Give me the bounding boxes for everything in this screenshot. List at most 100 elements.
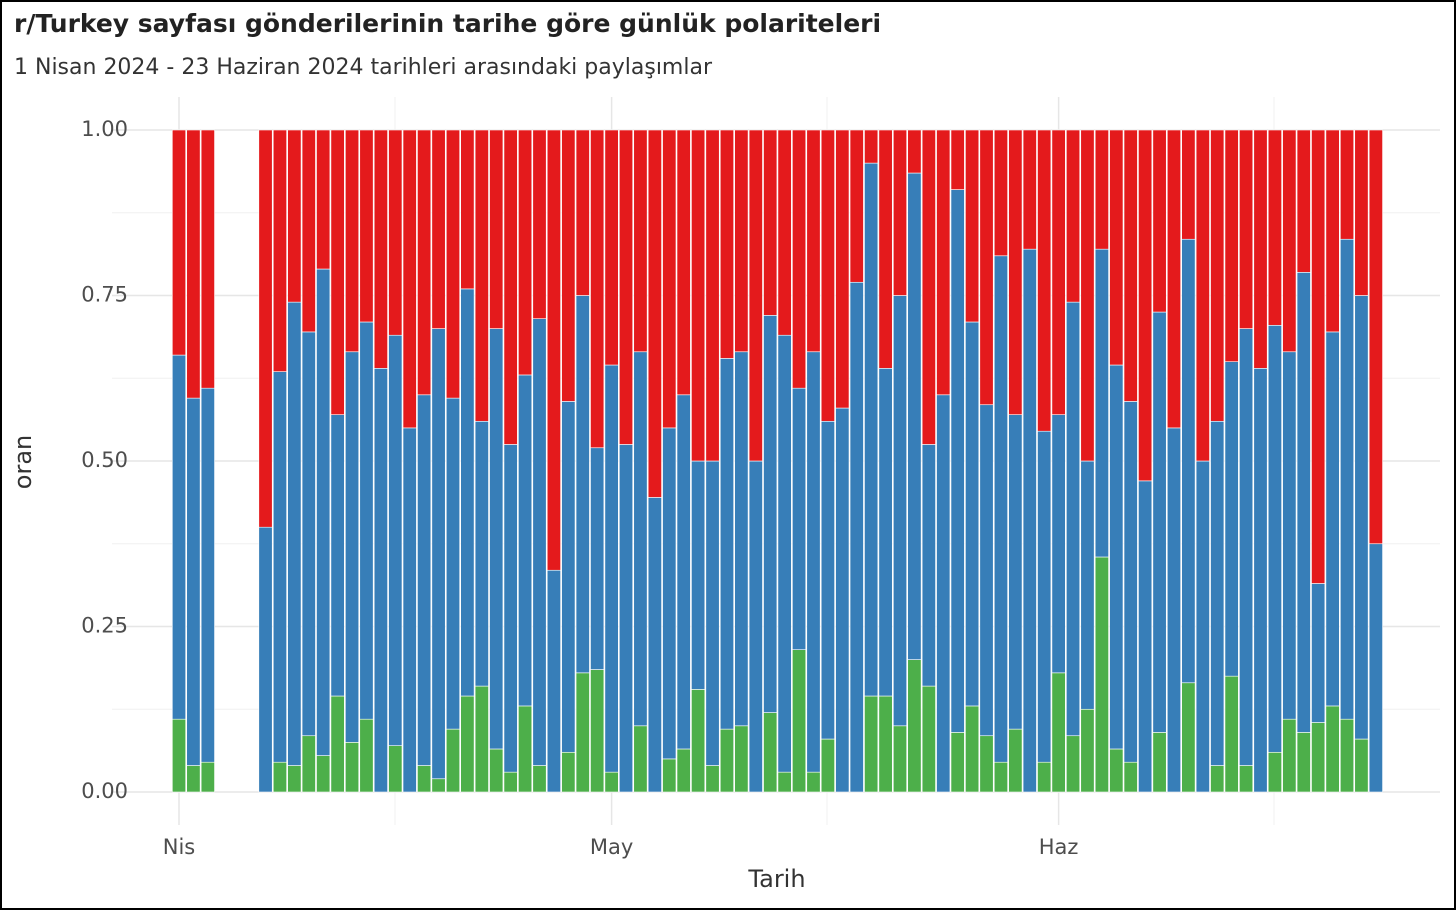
bar-segment [676, 748, 691, 793]
bar-segment [1354, 738, 1369, 793]
bar-segment [388, 129, 403, 336]
bar-segment [1037, 430, 1052, 763]
bar-segment [445, 728, 460, 793]
bar-segment [1282, 718, 1297, 793]
bar-segment [1066, 735, 1081, 793]
bar-segment [489, 129, 504, 329]
bar-segment [1166, 129, 1181, 429]
bar-segment [417, 129, 432, 396]
bar-segment [907, 129, 922, 174]
bar-segment [532, 318, 547, 766]
bar-segment [647, 129, 662, 498]
bar-segment [1311, 129, 1326, 584]
x-tick-label: Haz [1039, 835, 1079, 859]
bar-segment [719, 129, 734, 359]
bar-segment [633, 351, 648, 727]
y-tick-label: 0.25 [81, 614, 128, 638]
bar-segment [431, 778, 446, 793]
bar-segment [316, 755, 331, 793]
bar-segment [474, 685, 489, 793]
bar-segment [835, 129, 850, 409]
bar-segment [518, 705, 533, 793]
bar-segment [359, 129, 374, 323]
bar-segment [719, 728, 734, 793]
bar-segment [417, 765, 432, 793]
bar-segment [763, 129, 778, 316]
bar-segment [272, 371, 287, 763]
bar-segment [546, 569, 561, 793]
bar-segment [1037, 129, 1052, 432]
bar-segment [1311, 583, 1326, 723]
bar-segment [474, 129, 489, 422]
bar-segment [1340, 718, 1355, 793]
bar-segment [561, 129, 576, 402]
bar-segment [1123, 401, 1138, 763]
bar-segment [330, 695, 345, 793]
bar-segment [633, 129, 648, 353]
bar-segment [186, 129, 201, 399]
bar-segment [820, 738, 835, 793]
bar-segment [1195, 129, 1210, 462]
bar-segment [1239, 129, 1254, 329]
bar-segment [849, 281, 864, 793]
bar-segment [691, 689, 706, 793]
bar-segment [950, 732, 965, 793]
bar-segment [590, 669, 605, 793]
bar-segment [301, 735, 316, 793]
bar-segment [691, 129, 706, 462]
bar-segment [979, 129, 994, 406]
bar-segment [1109, 748, 1124, 793]
bar-segment [445, 129, 460, 399]
bar-segment [1267, 751, 1282, 793]
bar-segment [287, 765, 302, 793]
bar-segment [936, 394, 951, 793]
bar-segment [388, 334, 403, 746]
bar-segment [993, 129, 1008, 257]
bar-segment [532, 765, 547, 793]
bar-segment [864, 162, 879, 697]
bar-segment [258, 526, 273, 793]
bar-segment [359, 321, 374, 720]
bar-segment [835, 407, 850, 793]
bar-segment [1224, 129, 1239, 362]
y-tick-label: 0.75 [81, 283, 128, 307]
bar-segment [301, 331, 316, 737]
bar-segment [734, 725, 749, 793]
bar-segment [691, 460, 706, 690]
x-tick-label: May [590, 835, 633, 859]
bar-segment [748, 129, 763, 462]
bar-segment [921, 444, 936, 687]
bar-segment [474, 420, 489, 687]
bar-segment [604, 771, 619, 793]
bar-segment [1354, 295, 1369, 740]
bar-segment [763, 712, 778, 793]
bar-segment [546, 129, 561, 571]
bar-segment [1210, 129, 1225, 422]
bar-segment [1181, 129, 1196, 240]
bar-segment [907, 172, 922, 660]
bar-segment [503, 129, 518, 445]
bar-segment [445, 397, 460, 730]
y-tick-label: 0.00 [81, 779, 128, 803]
bar-segment [1296, 272, 1311, 733]
bar-segment [1123, 761, 1138, 793]
bar-segment [1195, 460, 1210, 793]
bar-segment [200, 387, 215, 763]
bar-segment [777, 129, 792, 336]
bar-segment [1066, 129, 1081, 303]
bar-segment [806, 771, 821, 793]
bar-segment [965, 705, 980, 793]
bar-segment [1066, 301, 1081, 737]
bar-segment [993, 761, 1008, 793]
bar-segment [979, 735, 994, 793]
bar-segment [1080, 460, 1095, 710]
bar-segment [1210, 420, 1225, 766]
bar-segment [1022, 248, 1037, 793]
bar-segment [575, 672, 590, 793]
bar-segment [1022, 129, 1037, 250]
bar-segment [1181, 682, 1196, 793]
bar-segment [705, 129, 720, 462]
bar-segment [532, 129, 547, 319]
bar-segment [388, 745, 403, 793]
bar-segment [518, 374, 533, 707]
